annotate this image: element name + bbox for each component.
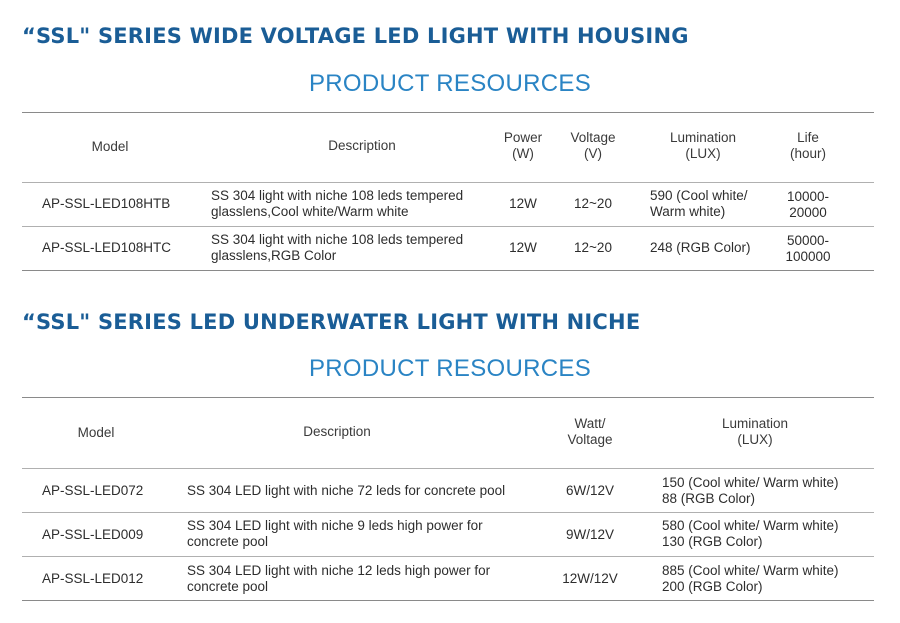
table1-row2-description: SS 304 light with niche 108 leds tempere… [211,232,464,263]
table2-row3-lumination: 885 (Cool white/ Warm white) 200 (RGB Col… [662,563,839,594]
table1-row-rule [22,226,874,227]
table2-row1-model: AP-SSL-LED072 [42,483,144,498]
table2-row-rule-2 [22,556,874,557]
table2-row2-watt: 9W/12V [565,527,615,542]
table1-row1-model: AP-SSL-LED108HTB [42,196,171,211]
table1-bottom-rule [22,270,874,271]
table2-bottom-rule [22,600,874,601]
table1-top-rule [22,112,874,113]
section2-resources-title: PRODUCT RESOURCES [308,355,592,382]
table2-row3-model: AP-SSL-LED012 [42,571,144,586]
table2-row3-description: SS 304 LED light with niche 12 leds high… [187,563,491,594]
table1-row2-lumination: 248 (RGB Color) [650,240,751,255]
table2-header-description: Description [303,424,371,439]
table2-row2-lumination: 580 (Cool white/ Warm white) 130 (RGB Col… [662,518,839,549]
table1-header-voltage: Voltage (V) [570,130,616,161]
table2-row3-watt: 12W/12V [562,571,618,586]
table1-header-life: Life (hour) [789,130,826,161]
table2-row1-description: SS 304 LED light with niche 72 leds for … [187,483,506,498]
table1-row1-voltage: 12~20 [574,196,612,211]
table2-header-lumination: Lumination (LUX) [721,416,789,447]
table1-header-power: Power (W) [503,130,543,161]
table1-row1-power: 12W [509,196,537,211]
table2-row2-model: AP-SSL-LED009 [42,527,144,542]
section1-title: “SSL" SERIES WIDE VOLTAGE LED LIGHT WITH… [22,24,689,48]
table1-row2-power: 12W [509,240,537,255]
table1-row1-description: SS 304 light with niche 108 leds tempere… [211,188,464,219]
table2-row-rule-1 [22,512,874,513]
table1-row2-model: AP-SSL-LED108HTC [42,240,172,255]
section1-resources-title: PRODUCT RESOURCES [308,70,592,97]
table2-row1-lumination: 150 (Cool white/ Warm white) 88 (RGB Colo… [662,475,839,506]
table1-header-model: Model [91,139,129,154]
table1-header-description: Description [328,138,396,153]
table1-row1-life: 10000- 20000 [786,189,830,220]
table1-row2-life: 50000- 100000 [785,233,831,264]
table2-header-rule [22,468,874,469]
table1-header-rule [22,182,874,183]
table2-header-model: Model [77,425,115,440]
table2-top-rule [22,397,874,398]
table1-row2-voltage: 12~20 [574,240,612,255]
table1-row1-lumination: 590 (Cool white/Warm white) [650,188,748,219]
table2-row2-description: SS 304 LED light with niche 9 leds high … [187,518,483,549]
table2-row1-watt: 6W/12V [565,483,615,498]
table1-header-lumination: Lumination (LUX) [669,130,737,161]
section2-title: “SSL" SERIES LED UNDERWATER LIGHT WITH N… [22,310,641,334]
table2-header-watt: Watt/Voltage [567,416,613,447]
